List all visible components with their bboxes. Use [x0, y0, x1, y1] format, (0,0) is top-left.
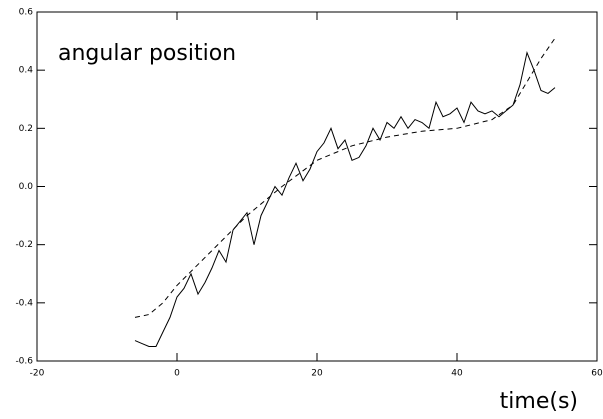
- x-tick-label: -20: [30, 369, 45, 379]
- y-tick-label: 0.2: [19, 124, 33, 134]
- x-tick-label: 60: [591, 369, 603, 379]
- x-tick-label: 40: [451, 369, 463, 379]
- y-tick-label: -0.2: [15, 240, 33, 250]
- x-tick-label: 0: [174, 369, 180, 379]
- annotation: angular position: [58, 41, 236, 66]
- y-tick-label: 0.0: [19, 182, 34, 192]
- y-tick-label: -0.6: [15, 357, 33, 367]
- y-tick-label: -0.4: [15, 298, 33, 308]
- y-tick-label: 0.6: [19, 8, 34, 18]
- series-line: [134, 51, 556, 347]
- series-line: [134, 37, 556, 318]
- x-tick-label: 20: [311, 369, 323, 379]
- y-tick-label: 0.4: [19, 66, 34, 76]
- x-axis-label: time(s): [500, 389, 578, 414]
